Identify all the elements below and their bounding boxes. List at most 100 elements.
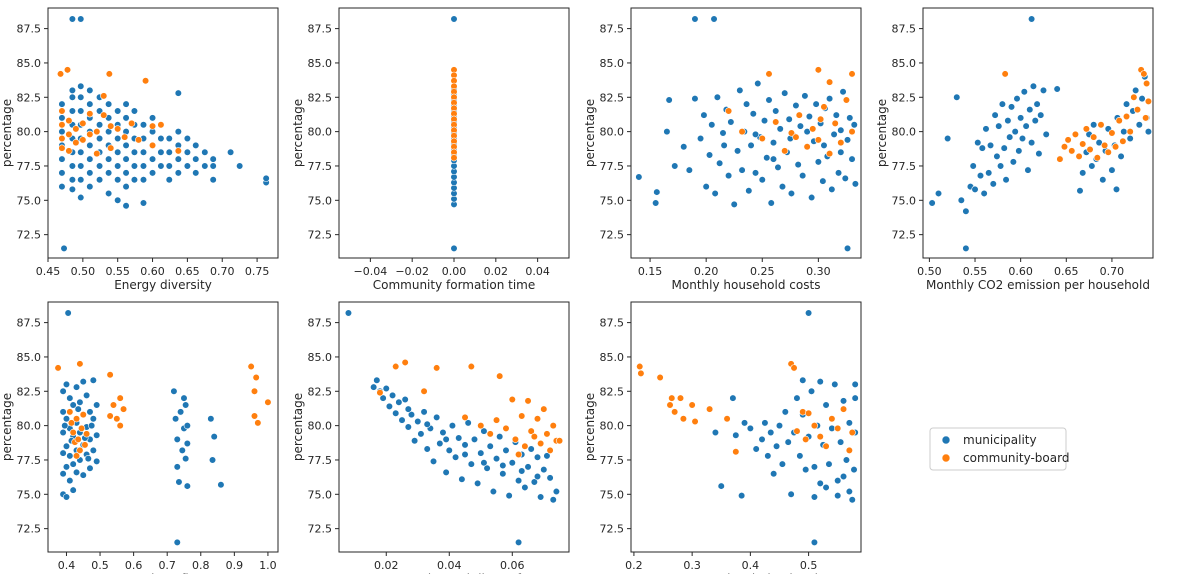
municipality-point bbox=[851, 380, 859, 389]
y-tick-label: 80.0 bbox=[308, 126, 333, 139]
municipality-point bbox=[174, 155, 182, 163]
municipality-point bbox=[170, 387, 178, 395]
municipality-point bbox=[665, 96, 673, 104]
municipality-point bbox=[455, 434, 463, 442]
municipality-point bbox=[401, 395, 409, 404]
plot-frame bbox=[338, 7, 570, 259]
municipality-point bbox=[69, 401, 77, 409]
municipality-point bbox=[77, 15, 85, 23]
community-board-point bbox=[803, 143, 811, 151]
y-axis-label: percentage bbox=[0, 393, 14, 461]
municipality-point bbox=[832, 111, 840, 119]
municipality-point bbox=[1018, 134, 1027, 143]
community-board-point bbox=[72, 125, 80, 133]
community-board-point bbox=[1093, 154, 1101, 162]
plot-frame bbox=[47, 7, 279, 259]
municipality-point bbox=[1028, 15, 1036, 23]
community-board-point bbox=[79, 136, 87, 144]
municipality-point bbox=[848, 155, 856, 163]
municipality-point bbox=[139, 199, 148, 207]
municipality-point bbox=[420, 408, 428, 416]
municipality-point bbox=[1112, 185, 1121, 193]
municipality-point bbox=[810, 463, 819, 471]
municipality-point bbox=[61, 422, 69, 430]
municipality-point bbox=[114, 148, 122, 156]
municipality-point bbox=[976, 171, 985, 180]
municipality-point bbox=[1015, 147, 1023, 155]
community-board-point bbox=[401, 358, 409, 367]
community-board-point bbox=[809, 125, 817, 133]
community-board-point bbox=[106, 412, 114, 420]
community-board-point bbox=[842, 96, 851, 104]
municipality-point bbox=[448, 422, 457, 430]
community-board-point bbox=[496, 372, 504, 380]
municipality-point bbox=[1132, 86, 1140, 95]
municipality-point bbox=[663, 128, 671, 136]
community-board-point bbox=[81, 441, 89, 449]
municipality-point bbox=[105, 169, 113, 177]
municipality-point bbox=[89, 376, 97, 384]
municipality-point bbox=[980, 189, 988, 198]
municipality-point bbox=[761, 419, 769, 427]
community-board-point bbox=[825, 150, 834, 158]
municipality-point bbox=[793, 394, 801, 402]
scatter-panel-7: 72.5 75.0 77.5 80.0 82.5 85.0 87.5 0.2 0.3 0.4 0.5… bbox=[583, 301, 862, 574]
x-tick-label: 0.20 bbox=[694, 265, 719, 278]
municipality-point bbox=[77, 162, 85, 170]
community-board-point bbox=[839, 405, 848, 413]
municipality-point bbox=[157, 148, 165, 156]
y-tick-label: 87.5 bbox=[892, 23, 917, 36]
y-tick-label: 75.0 bbox=[17, 194, 42, 207]
municipality-point bbox=[157, 162, 165, 170]
community-board-point bbox=[83, 430, 91, 438]
municipality-point bbox=[207, 415, 215, 423]
y-tick-label: 72.5 bbox=[17, 523, 42, 536]
municipality-point bbox=[543, 452, 551, 460]
municipality-point bbox=[962, 244, 970, 252]
municipality-point bbox=[165, 176, 173, 184]
municipality-point bbox=[89, 446, 97, 454]
legend-label: municipality bbox=[963, 433, 1037, 447]
municipality-point bbox=[58, 155, 66, 163]
municipality-point bbox=[496, 433, 504, 441]
community-board-point bbox=[1068, 147, 1076, 155]
municipality-point bbox=[122, 155, 130, 163]
municipality-point bbox=[86, 169, 94, 177]
municipality-point bbox=[95, 162, 104, 170]
municipality-point bbox=[778, 460, 786, 468]
municipality-point bbox=[758, 435, 766, 443]
municipality-point bbox=[708, 121, 716, 129]
municipality-point bbox=[68, 86, 76, 95]
x-axis-label: Monthly CO2 emission per household bbox=[926, 278, 1150, 292]
municipality-point bbox=[62, 415, 71, 423]
municipality-point bbox=[217, 481, 225, 489]
x-tick-label: 0.02 bbox=[374, 559, 399, 572]
x-tick-label: 0.65 bbox=[175, 265, 200, 278]
community-board-point bbox=[392, 362, 400, 371]
municipality-point bbox=[474, 479, 482, 487]
municipality-point bbox=[470, 435, 479, 443]
community-board-point bbox=[107, 144, 115, 152]
municipality-point bbox=[1029, 82, 1038, 90]
municipality-point bbox=[439, 428, 447, 437]
municipality-point bbox=[982, 125, 990, 133]
municipality-point bbox=[787, 189, 796, 198]
community-board-point bbox=[637, 369, 645, 378]
municipality-point bbox=[995, 122, 1003, 130]
community-board-point bbox=[527, 427, 535, 435]
y-tick-label: 82.5 bbox=[308, 385, 333, 398]
x-tick-label: 0.60 bbox=[1008, 265, 1033, 278]
x-tick-label: 0.55 bbox=[105, 265, 130, 278]
municipality-point bbox=[423, 420, 431, 428]
x-tick-label: 0.65 bbox=[1054, 265, 1079, 278]
x-tick-label: 0.04 bbox=[525, 265, 550, 278]
municipality-point bbox=[93, 431, 101, 439]
municipality-point bbox=[77, 176, 85, 184]
municipality-point bbox=[74, 405, 82, 413]
municipality-point bbox=[799, 171, 807, 180]
municipality-point bbox=[842, 456, 851, 464]
municipality-point bbox=[710, 15, 718, 23]
municipality-point bbox=[66, 452, 74, 460]
x-tick-label: 0.45 bbox=[36, 265, 61, 278]
